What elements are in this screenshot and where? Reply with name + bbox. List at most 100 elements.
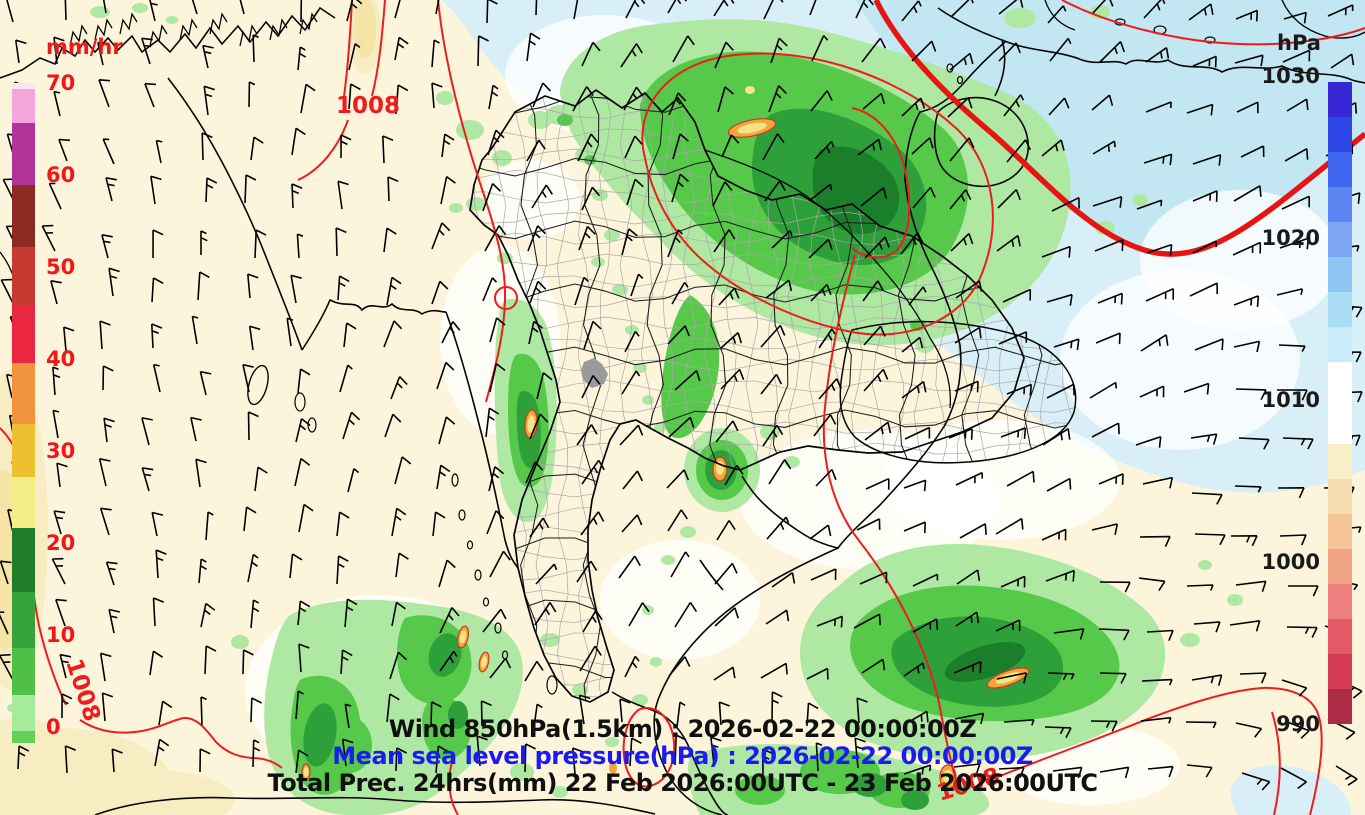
wind-barb: [97, 41, 109, 66]
wind-barb: [1136, 199, 1163, 210]
wind-barb: [394, 456, 412, 485]
wind-barb: [6, 0, 14, 23]
coastline-path: [1001, 39, 1365, 84]
wind-barb: [436, 464, 451, 490]
precip-cell: [1004, 8, 1036, 28]
wind-barb: [300, 0, 303, 23]
precip-cell: [449, 203, 463, 213]
wind-barb: [954, 712, 985, 725]
wind-barb: [482, 608, 507, 633]
wind-barb: [626, 178, 644, 206]
wind-barb: [340, 134, 352, 159]
wind-barb: [853, 613, 881, 629]
wind-barb: [1097, 292, 1123, 305]
wind-barb: [623, 86, 644, 111]
wind-barb: [1006, 139, 1032, 163]
precip-cell: [528, 111, 552, 129]
title-precip: Total Prec. 24hrs(mm) 22 Feb 2026:00UTC …: [267, 769, 1098, 797]
wind-barb: [344, 598, 358, 628]
wind-barb: [1135, 435, 1162, 448]
precip-cell: [642, 395, 654, 405]
colorbar-segment: [12, 363, 35, 424]
wind-barb: [1191, 674, 1223, 686]
coastline-path: [1281, 0, 1365, 39]
wind-barb: [818, 328, 836, 349]
wind-barb: [861, 658, 886, 674]
wind-barb: [254, 229, 267, 259]
precip-cell: [737, 122, 767, 134]
coastline-path: [839, 320, 1077, 464]
precip-tick-label: 40: [46, 347, 76, 371]
wind-barb: [577, 133, 599, 162]
island-outline: [546, 675, 558, 695]
wind-barb: [1046, 477, 1072, 492]
isobar-contour: [1271, 711, 1281, 815]
wind-barb: [906, 710, 929, 724]
wind-barb: [908, 286, 927, 306]
wind-barb: [1280, 767, 1307, 790]
precip-tick-label: 20: [46, 531, 76, 555]
colorbar-segment: [1328, 222, 1352, 257]
isobar-contour: [641, 52, 994, 336]
wind-barb: [912, 618, 939, 633]
wind-barb: [1186, 103, 1214, 116]
wind-barb: [912, 186, 936, 209]
wind-barb: [151, 277, 164, 303]
precip-cell: [632, 694, 648, 706]
wind-barb: [619, 698, 631, 723]
wind-barb: [901, 0, 922, 22]
wind-barb: [158, 700, 173, 726]
wind-barb: [390, 376, 408, 400]
wind-barb: [948, 428, 973, 440]
wind-barb: [440, 175, 456, 205]
precip-cell: [591, 257, 605, 267]
wind-barb: [1006, 470, 1035, 487]
wind-barb: [346, 0, 363, 22]
coastline-path: [94, 796, 656, 815]
wind-barb: [439, 650, 458, 672]
coastline-path: [937, 7, 1006, 97]
wind-barb: [809, 524, 832, 540]
wind-barb: [291, 127, 306, 156]
colorbar-segment: [12, 424, 35, 477]
wind-barb: [1235, 388, 1267, 401]
wind-barb: [760, 373, 783, 395]
wind-barb: [1146, 243, 1173, 256]
wind-barb: [954, 326, 982, 344]
wind-barb: [714, 562, 738, 585]
wind-barb: [1193, 621, 1221, 633]
wind-barb: [526, 139, 546, 162]
wind-barb: [766, 516, 790, 540]
wind-barb: [53, 510, 66, 535]
wind-barb: [863, 368, 889, 392]
colorbar-segment: [1328, 187, 1352, 222]
wind-barb: [1277, 487, 1305, 499]
wind-barb: [1098, 473, 1124, 485]
wind-barb: [1041, 139, 1065, 157]
precip-cell: [654, 423, 666, 433]
wind-barb: [151, 323, 163, 349]
colorbar-segment: [1328, 327, 1352, 362]
wind-barb: [1048, 97, 1070, 116]
wind-barb: [1053, 628, 1085, 640]
wind-barb: [1232, 241, 1262, 256]
wind-barb: [154, 738, 170, 767]
wind-barb: [295, 418, 311, 443]
precip-cell: [901, 790, 929, 810]
colorbar-segment: [1328, 514, 1352, 549]
wind-barb: [395, 552, 409, 578]
wind-barb: [202, 44, 214, 69]
precip-cell: [1227, 594, 1243, 606]
wind-barb: [1240, 145, 1265, 158]
wind-barb: [1278, 344, 1306, 352]
wind-barb: [949, 137, 975, 162]
precip-cell: [852, 773, 888, 797]
wind-barb: [198, 558, 208, 584]
wind-barb: [250, 136, 264, 161]
wind-barb: [1286, 626, 1318, 638]
wind-barb: [1238, 437, 1270, 450]
title-mslp: Mean sea level pressure(hPa) : 2026-02-2…: [332, 742, 1033, 770]
wind-barb: [199, 370, 212, 396]
colorbar-segment: [12, 528, 35, 592]
colorbar-segment: [1328, 444, 1352, 479]
